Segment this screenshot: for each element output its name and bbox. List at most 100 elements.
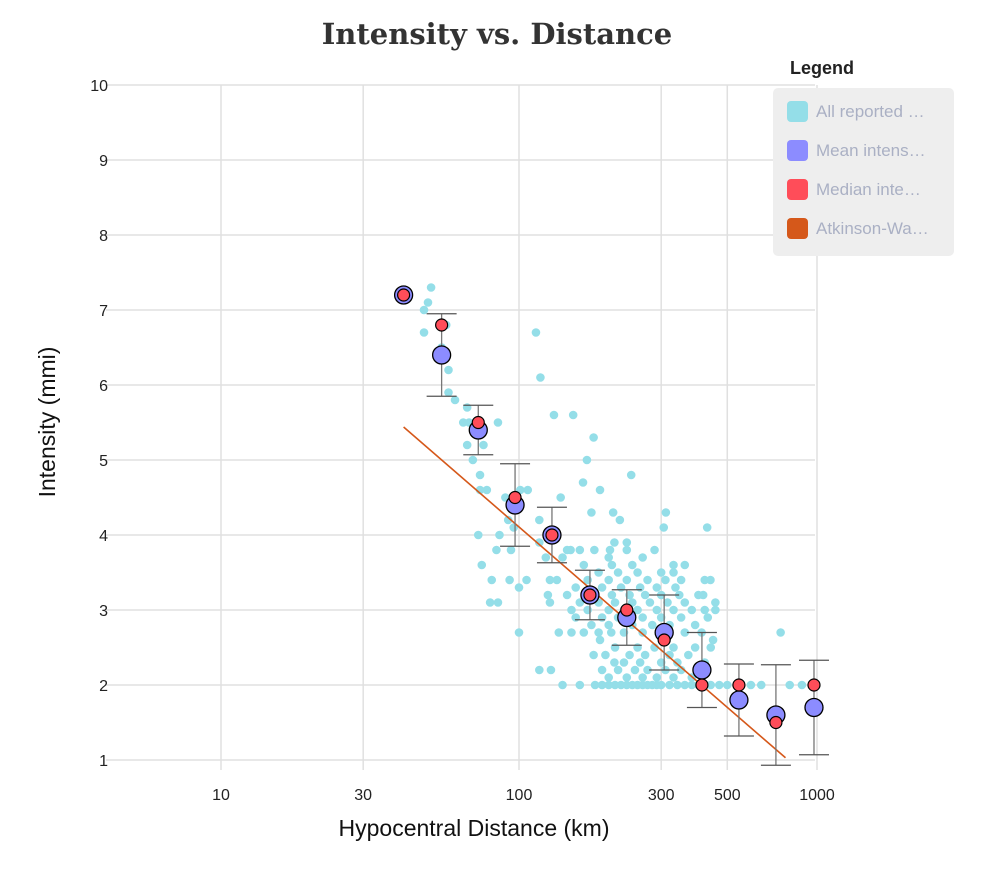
median-point <box>471 415 485 430</box>
scatter-point <box>545 598 555 607</box>
scatter-point <box>661 575 670 585</box>
scatter-point <box>647 620 657 630</box>
scatter-point <box>514 583 524 592</box>
legend-swatch <box>787 140 808 161</box>
scatter-point <box>595 485 605 495</box>
scatter-point <box>656 658 666 667</box>
scatter-point <box>652 673 662 682</box>
scatter-point <box>669 643 678 652</box>
scatter-point <box>619 628 629 637</box>
scatter-point <box>493 418 503 427</box>
scatter-point <box>669 605 678 615</box>
chart-title: Intensity vs. Distance <box>322 17 673 51</box>
scatter-point <box>604 673 614 682</box>
scatter-point <box>652 583 662 592</box>
legend-swatch <box>787 101 808 122</box>
scatter-point <box>597 665 607 675</box>
scatter-point <box>656 680 666 690</box>
scatter-point <box>669 673 678 682</box>
legend-item-mean[interactable]: Mean intens… <box>787 140 944 161</box>
x-tick-label: 30 <box>354 787 372 804</box>
scatter-point <box>523 485 533 495</box>
scatter-point <box>552 575 562 585</box>
scatter-point <box>635 658 645 667</box>
scatter-point <box>583 605 592 615</box>
scatter-point <box>575 545 585 555</box>
scatter-point <box>643 665 652 675</box>
median-point <box>807 678 821 692</box>
y-tick-label: 4 <box>99 528 108 545</box>
median-point <box>657 633 671 647</box>
scatter-point <box>604 680 614 690</box>
scatter-point <box>485 598 495 607</box>
scatter-point <box>423 298 433 307</box>
scatter-point <box>650 545 659 555</box>
scatter-point <box>545 575 555 585</box>
scatter-point <box>746 680 756 690</box>
scatter-point <box>680 560 690 570</box>
scatter-point <box>610 658 619 667</box>
scatter-point <box>579 628 589 637</box>
scatter-point <box>579 560 589 570</box>
x-tick-label: 1000 <box>799 787 835 804</box>
legend-swatch <box>787 218 808 239</box>
scatter-point <box>473 530 483 540</box>
legend: All reported … Mean intens… Median inte…… <box>773 88 954 256</box>
scatter-point <box>694 590 703 600</box>
scatter-point <box>556 493 565 502</box>
median-point <box>695 678 709 692</box>
scatter-point <box>708 635 718 645</box>
scatter-point <box>535 665 544 675</box>
scatter-point <box>587 620 596 630</box>
scatter-point <box>671 583 680 592</box>
scatter-point <box>546 665 556 675</box>
legend-swatch <box>787 179 808 200</box>
scatter-point <box>797 680 807 690</box>
scatter-point <box>676 575 686 585</box>
scatter-point <box>604 553 614 562</box>
scatter-point <box>673 680 682 690</box>
scatter-point <box>643 575 652 585</box>
scatter-point <box>535 538 544 547</box>
scatter-point <box>505 575 514 585</box>
scatter-point <box>582 455 592 465</box>
y-tick-label: 10 <box>90 78 108 95</box>
scatter-point <box>610 538 619 547</box>
scatter-point <box>703 613 713 622</box>
scatter-point <box>492 545 501 555</box>
scatter-point <box>756 680 766 690</box>
scatter-point <box>626 470 636 480</box>
scatter-point <box>450 395 460 405</box>
scatter-point <box>638 628 647 637</box>
legend-item-atkinson-wald[interactable]: Atkinson-Wa… <box>787 218 944 239</box>
scatter-point <box>665 680 674 690</box>
scatter-point <box>610 598 620 607</box>
scatter-point <box>571 613 581 622</box>
scatter-point <box>571 583 581 592</box>
scatter-point <box>477 560 487 570</box>
scatter-point <box>676 665 686 675</box>
scatter-point <box>594 568 603 577</box>
scatter-point <box>536 373 545 382</box>
scatter-point <box>665 650 674 660</box>
median-point <box>435 318 449 332</box>
scatter-point <box>633 643 642 652</box>
scatter-point <box>567 628 576 637</box>
scatter-point <box>514 628 524 637</box>
scatter-point <box>613 568 623 577</box>
scatter-point <box>674 590 684 600</box>
legend-item-median[interactable]: Median inte… <box>787 179 944 200</box>
legend-title: Legend <box>790 58 855 78</box>
scatter-point <box>590 545 599 555</box>
scatter-point <box>597 613 607 622</box>
scatter-point <box>509 523 519 532</box>
scatter-point <box>605 545 615 555</box>
legend-item-all-reported[interactable]: All reported … <box>787 101 944 122</box>
scatter-point <box>419 305 429 315</box>
scatter-point <box>601 650 610 660</box>
x-axis-label: Hypocentral Distance (km) <box>339 815 610 841</box>
scatter-point <box>638 673 647 682</box>
scatter-point <box>706 680 716 690</box>
scatter-point <box>587 508 596 517</box>
